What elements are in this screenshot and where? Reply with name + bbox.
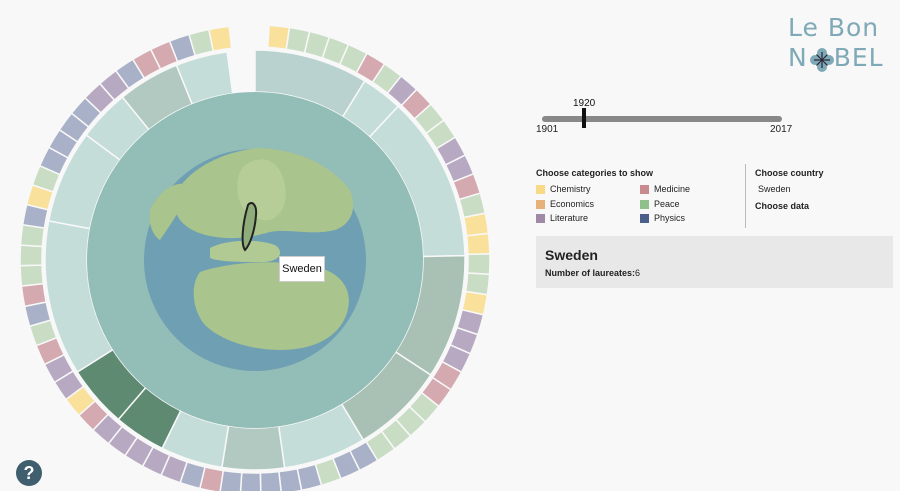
outer-segment[interactable] — [259, 470, 282, 491]
year-slider[interactable]: 1920 1901 2017 — [536, 96, 792, 136]
help-button[interactable]: ? — [16, 460, 42, 486]
category-literature[interactable]: Literature — [536, 213, 588, 223]
category-medicine[interactable]: Medicine — [640, 184, 690, 194]
category-label: Literature — [550, 213, 589, 223]
outer-segment[interactable] — [465, 232, 491, 256]
country-heading: Choose country — [755, 168, 824, 178]
middle-ring — [44, 49, 466, 471]
outer-segment[interactable] — [19, 264, 45, 287]
outer-segment[interactable] — [19, 244, 44, 267]
category-label: Chemistry — [550, 184, 591, 194]
outer-segment[interactable] — [20, 282, 48, 308]
category-chemistry[interactable]: Chemistry — [536, 184, 591, 194]
swatch-medicine — [640, 184, 649, 194]
outer-segment[interactable] — [239, 471, 262, 491]
categories-heading: Choose categories to show — [536, 168, 654, 178]
category-label: Economics — [550, 199, 595, 209]
slider-track[interactable] — [542, 116, 782, 122]
country-select[interactable]: Sweden — [758, 184, 791, 194]
info-laureate-count: Number of laureates:6 — [545, 268, 641, 278]
outer-segment[interactable] — [208, 25, 233, 53]
category-label: Medicine — [654, 184, 691, 194]
slider-handle[interactable] — [582, 108, 586, 128]
outer-segment[interactable] — [462, 212, 490, 237]
category-peace[interactable]: Peace — [640, 199, 680, 209]
logo-line2: N BEL — [788, 43, 884, 72]
panel-divider — [745, 164, 746, 228]
category-label: Physics — [654, 213, 686, 223]
category-label: Peace — [654, 199, 680, 209]
choose-data-heading[interactable]: Choose data — [755, 201, 810, 211]
swatch-physics — [640, 213, 649, 223]
globe-landmass — [149, 148, 354, 350]
outer-ring — [19, 24, 491, 491]
slider-max-label: 2017 — [770, 124, 793, 135]
country-tooltip: Sweden — [279, 256, 325, 282]
slider-min-label: 1901 — [536, 124, 559, 135]
swatch-economics — [536, 199, 545, 209]
middle-segment[interactable] — [221, 425, 286, 471]
swatch-peace — [640, 199, 649, 209]
info-country-name: Sweden — [545, 247, 598, 263]
outer-segment[interactable] — [466, 253, 491, 276]
slider-value: 1920 — [573, 98, 596, 109]
swatch-literature — [536, 213, 545, 223]
sunburst-visualization[interactable] — [0, 0, 530, 491]
swatch-chemistry — [536, 184, 545, 194]
logo-line1: Le Bon — [788, 13, 880, 42]
country-info-panel: Sweden Number of laureates:6 — [536, 236, 893, 288]
category-physics[interactable]: Physics — [640, 213, 685, 223]
category-economics[interactable]: Economics — [536, 199, 594, 209]
le-bon-nobel-logo: Le Bon N BEL — [785, 14, 890, 74]
sweden-highlight — [241, 202, 258, 252]
flower-icon — [810, 48, 834, 72]
outer-segment[interactable] — [278, 467, 303, 491]
